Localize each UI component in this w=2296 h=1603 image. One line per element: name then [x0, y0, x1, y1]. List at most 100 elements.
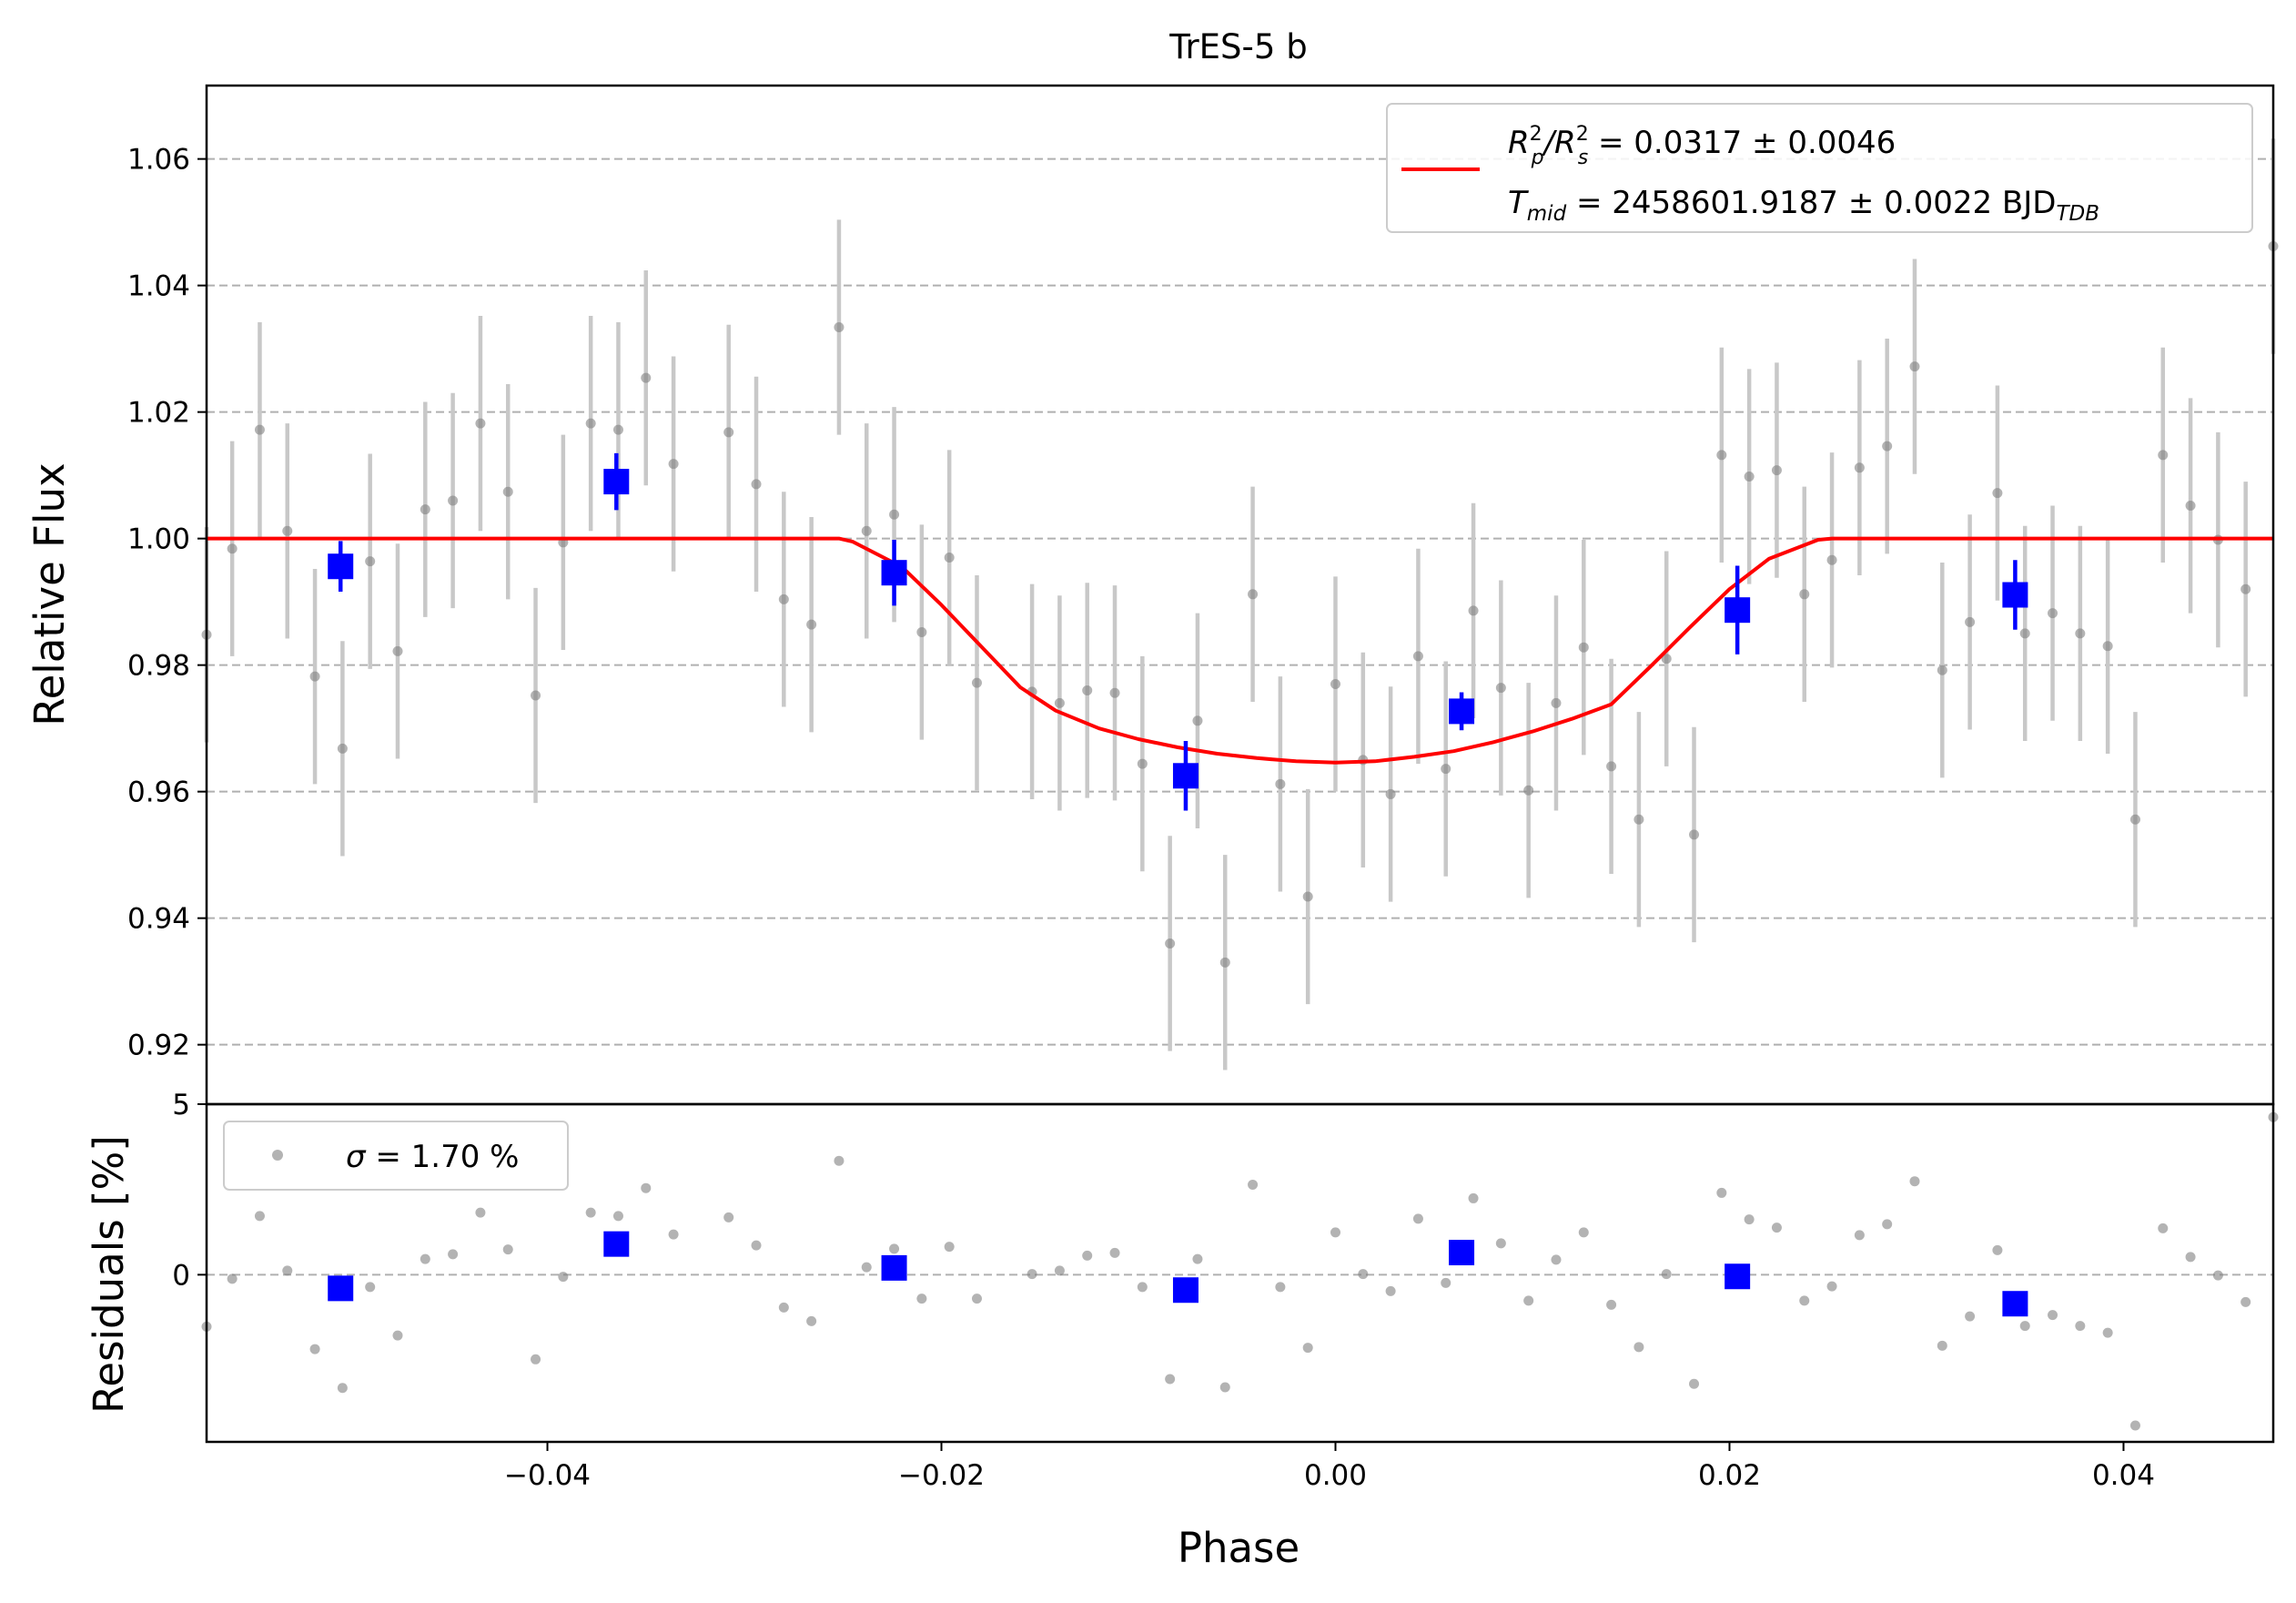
raw-residual-point [723, 1212, 734, 1223]
raw-point [1937, 665, 1947, 675]
raw-residual-point [2185, 1252, 2196, 1263]
raw-point [1441, 764, 1451, 775]
raw-residual-point [1054, 1265, 1065, 1276]
raw-residual-point [2102, 1327, 2113, 1338]
raw-residual-point [1219, 1382, 1230, 1393]
raw-residual-point [558, 1272, 569, 1283]
legend1-sub-s: s [1578, 147, 1588, 169]
raw-point [668, 459, 679, 470]
raw-point [1054, 697, 1065, 708]
raw-point [1219, 957, 1230, 968]
raw-point [1716, 450, 1727, 461]
bottom-y-tick-label: 0 [172, 1259, 190, 1292]
raw-point [889, 509, 900, 520]
bottom-legend: σ = 1.70 % [223, 1121, 569, 1191]
raw-point [1165, 938, 1176, 949]
raw-point [1992, 488, 2003, 499]
legend2-t-symbol: T [1508, 185, 1529, 221]
bottom-axes-frame [205, 1102, 2275, 1444]
raw-residual-point [1854, 1230, 1865, 1241]
raw-residual-point [420, 1253, 430, 1264]
raw-point [944, 552, 955, 563]
raw-residual-point [282, 1265, 293, 1276]
raw-point [1578, 642, 1589, 653]
sigma-value: = 1.70 % [366, 1139, 520, 1175]
raw-residual-point [778, 1302, 789, 1313]
raw-residual-point [585, 1207, 596, 1218]
top-y-tick-label: 1.00 [127, 523, 190, 556]
raw-point [1551, 697, 1562, 708]
raw-residual-point [1882, 1219, 1893, 1230]
raw-point [1248, 589, 1259, 600]
raw-point [1082, 685, 1093, 695]
raw-point [1192, 715, 1203, 726]
raw-point [1633, 814, 1644, 825]
bottom-raw-residuals [201, 1111, 2279, 1431]
raw-point [337, 743, 348, 754]
raw-residual-point [1661, 1269, 1672, 1280]
raw-residual-point [2048, 1310, 2058, 1321]
raw-point [778, 594, 789, 604]
raw-point [2158, 450, 2169, 461]
raw-point [916, 627, 927, 638]
top-y-tick-label: 0.92 [127, 1030, 190, 1062]
binned-residual-point [603, 1231, 630, 1257]
raw-residual-point [502, 1244, 513, 1255]
top-y-tick-label: 0.94 [127, 903, 190, 936]
binned-residual-point [881, 1254, 907, 1281]
raw-point [309, 671, 320, 682]
raw-residual-point [365, 1282, 376, 1293]
raw-residual-point [641, 1182, 652, 1193]
raw-point [475, 418, 486, 429]
raw-residual-point [1523, 1295, 1534, 1306]
top-panel: 0.92 0.94 0.96 0.98 1.00 1.02 1.04 1.06 Relativ… [25, 84, 2279, 1106]
binned-residual-point [2002, 1291, 2028, 1317]
raw-residual-point [1192, 1253, 1203, 1264]
x-ticks: −0.04 −0.02 0.00 0.02 0.04 [504, 1442, 2155, 1492]
raw-point [1330, 678, 1340, 689]
raw-point [1826, 554, 1837, 565]
top-y-ticks: 0.92 0.94 0.96 0.98 1.00 1.02 1.04 1.06 [127, 144, 207, 1062]
raw-point [1468, 605, 1479, 616]
x-tick-label: 0.04 [2092, 1459, 2155, 1492]
raw-residual-point [751, 1240, 762, 1251]
raw-point [1109, 687, 1120, 698]
raw-residual-point [1744, 1214, 1755, 1225]
raw-residual-point [1165, 1374, 1176, 1385]
top-y-tick-label: 1.02 [127, 397, 190, 430]
raw-point [1799, 589, 1810, 600]
raw-residual-point [668, 1229, 679, 1240]
raw-point [420, 504, 430, 515]
bottom-y-tick-label: 5 [172, 1089, 190, 1121]
raw-residual-point [337, 1383, 348, 1394]
raw-residual-point [475, 1207, 486, 1218]
raw-residual-point [2075, 1321, 2086, 1332]
legend1-slash-r: /R [1542, 125, 1576, 161]
binned-point [1172, 763, 1199, 789]
chart-title: TrES-5 b [1168, 27, 1307, 66]
raw-point [1661, 654, 1672, 665]
raw-residual-point [1799, 1295, 1810, 1306]
top-model-curve [207, 536, 2273, 765]
raw-point [1302, 891, 1313, 902]
raw-point [1854, 462, 1865, 473]
top-legend-line1: R2 p/R2 s = 0.0317 ± 0.0046 [1508, 123, 1896, 169]
raw-residual-point [971, 1294, 982, 1304]
raw-residual-point [2019, 1321, 2030, 1332]
raw-residual-point [1495, 1238, 1506, 1249]
top-grid [207, 157, 2273, 1046]
raw-point [1137, 758, 1148, 769]
top-legend-line2: Tmid = 2458601.9187 ± 0.0022 BJDTDB [1508, 185, 2099, 226]
raw-residual-point [2212, 1270, 2223, 1281]
raw-point [2129, 814, 2140, 825]
raw-point [392, 645, 403, 656]
raw-point [1909, 361, 1920, 372]
top-legend: R2 p/R2 s = 0.0317 ± 0.0046 Tmid = 2458601… [1386, 103, 2253, 233]
bottom-legend-label: σ = 1.70 % [346, 1139, 519, 1175]
model-curve [207, 536, 2273, 765]
top-y-axis-title: Relative Flux [25, 462, 74, 725]
binned-point [1725, 597, 1751, 624]
binned-residual-point [328, 1275, 354, 1302]
legend2-sub-mid: mid [1527, 202, 1567, 226]
